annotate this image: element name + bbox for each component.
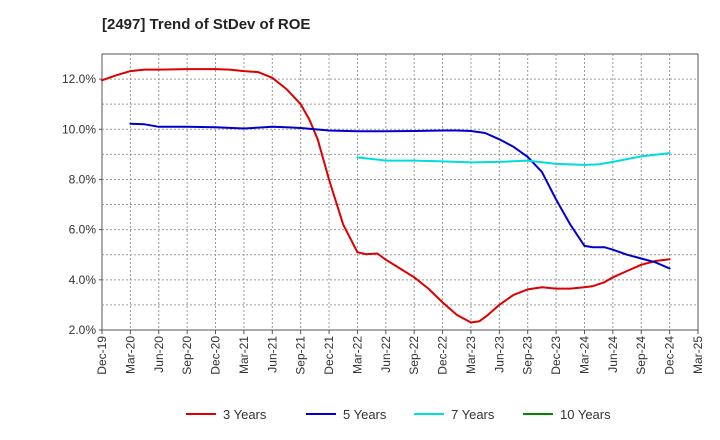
series-line-7-years [356, 152, 671, 166]
x-tick-label: Dec-21 [322, 336, 336, 375]
x-tick-label: Jun-20 [152, 336, 166, 373]
y-tick-label: 2.0% [69, 323, 97, 337]
x-tick-label: Jun-23 [492, 336, 506, 373]
x-tick-label: Dec-19 [95, 336, 109, 375]
x-tick-label: Sep-21 [294, 336, 308, 375]
x-tick-label: Jun-22 [379, 336, 393, 373]
grid-lines [102, 54, 698, 330]
y-tick-label: 4.0% [69, 273, 97, 287]
series-line-3-years [101, 68, 671, 324]
x-tick-label: Mar-21 [237, 336, 251, 374]
y-tick-label: 10.0% [62, 122, 96, 136]
x-tick-label: Dec-24 [663, 336, 677, 375]
x-tick-label: Dec-22 [436, 336, 450, 375]
x-tick-label: Jun-24 [606, 336, 620, 373]
x-tick-label: Mar-23 [464, 336, 478, 374]
x-axis: Dec-19 Mar-20 Jun-20 Sep-20 Dec-20 Mar-21 Jun-… [95, 330, 705, 375]
x-tick-label: Mar-20 [123, 336, 137, 374]
x-tick-label: Sep-22 [407, 336, 421, 375]
y-tick-label: 6.0% [69, 223, 97, 237]
legend-label: 7 Years [451, 407, 495, 422]
series-lines [101, 68, 671, 324]
x-tick-label: Jun-21 [265, 336, 279, 373]
series-line-5-years [129, 122, 671, 270]
x-tick-label: Dec-23 [549, 336, 563, 375]
plot-area [101, 53, 699, 331]
legend-label: 5 Years [343, 407, 387, 422]
chart-title: [2497] Trend of StDev of ROE [102, 16, 310, 33]
legend-label: 10 Years [560, 407, 611, 422]
x-tick-label: Sep-24 [634, 336, 648, 375]
legend-label: 3 Years [223, 407, 267, 422]
y-tick-label: 12.0% [62, 72, 96, 86]
x-tick-label: Mar-24 [577, 336, 591, 374]
x-tick-label: Sep-20 [180, 336, 194, 375]
y-tick-label: 8.0% [69, 172, 97, 186]
y-axis: 2.0% 4.0% 6.0% 8.0% 10.0% 12.0% [62, 72, 102, 337]
x-tick-label: Dec-20 [209, 336, 223, 375]
legend: 3 Years 5 Years 7 Years 10 Years [186, 407, 611, 422]
x-tick-label: Sep-23 [521, 336, 535, 375]
x-tick-label: Mar-25 [691, 336, 705, 374]
x-tick-label: Mar-22 [350, 336, 364, 374]
